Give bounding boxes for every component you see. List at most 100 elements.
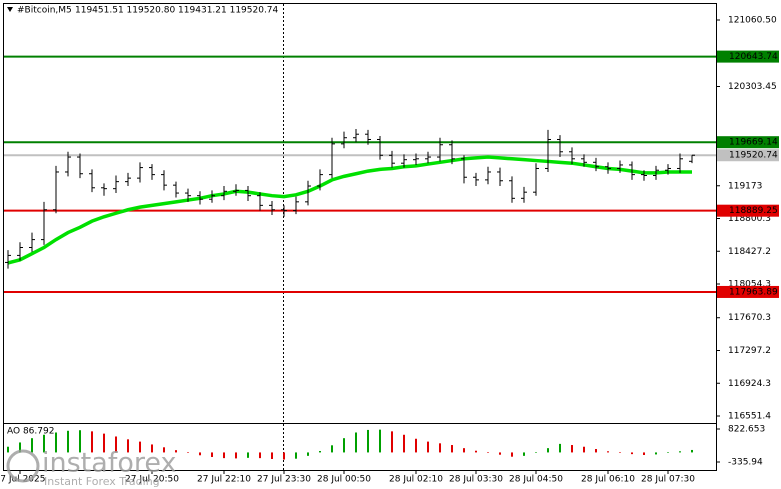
ao-bar [127, 439, 129, 453]
y-tick-label: 121060.50 [728, 16, 777, 26]
ao-bar [367, 429, 369, 453]
y-tick-label: 119173 [728, 181, 762, 191]
level-label: 117963.89 [729, 287, 778, 297]
ao-bar [607, 451, 609, 453]
tagline: Instant Forex Trading [44, 475, 160, 488]
ao-title: AO 86.792 [7, 427, 54, 437]
ao-bar [247, 452, 249, 458]
watermark: instaforex Instant Forex Trading [6, 448, 176, 488]
ao-bar [595, 449, 597, 453]
y-tick-label: 116924.3 [728, 379, 771, 389]
plot-frame [3, 3, 717, 471]
ao-bar [79, 430, 81, 453]
y-tick-label: 117297.2 [728, 346, 771, 356]
y-tick-label: 118800.3 [728, 214, 771, 224]
level-tag [717, 149, 779, 162]
ao-bar [103, 433, 105, 453]
ao-bar [7, 446, 9, 453]
ao-bar [619, 452, 621, 453]
x-tick-label: 28 Jul 04:50 [509, 475, 563, 485]
ao-bar [451, 445, 453, 453]
level-label: 118889.25 [729, 206, 778, 216]
ao-bar [91, 431, 93, 453]
ao-bar [259, 452, 261, 459]
ao-bar [487, 452, 489, 453]
menu-icon [7, 7, 13, 12]
y-tick-label: 118054.3 [728, 280, 771, 290]
ao-bar [511, 452, 513, 457]
x-tick-label: 27 Jul 23:30 [257, 475, 311, 485]
brand: instaforex [42, 448, 176, 479]
ao-bar [475, 450, 477, 453]
ohlc-label: 119451.51 119520.80 119431.21 119520.74 [75, 6, 279, 16]
ao-bar [163, 447, 165, 453]
y-tick-label: 117670.3 [728, 313, 771, 323]
y-tick-label: 116551.4 [728, 412, 771, 422]
ao-bar [535, 452, 537, 453]
ao-bar [307, 452, 309, 456]
ao-bar [499, 452, 501, 455]
level-tag [717, 204, 779, 217]
ao-bar [151, 444, 153, 453]
level-label: 120643.74 [729, 52, 778, 62]
ao-bar [235, 452, 237, 459]
ao-bar [379, 429, 381, 453]
ao-bar [355, 432, 357, 453]
ao-bar [271, 452, 273, 459]
ao-bar [415, 438, 417, 453]
ao-bar [115, 436, 117, 453]
ao-bar [391, 431, 393, 453]
ao-bar [643, 452, 645, 455]
ao-bar [547, 448, 549, 453]
level-tag [717, 285, 779, 298]
ao-bar [427, 441, 429, 453]
ao-tick-label: 822.653 [728, 424, 765, 434]
ao-bar [631, 452, 633, 455]
x-tick-label: 27 Jul 22:10 [197, 475, 251, 485]
ao-bar [403, 434, 405, 453]
x-tick-label: 28 Jul 02:10 [389, 475, 443, 485]
ao-bar [667, 452, 669, 453]
ao-bar [175, 450, 177, 453]
ao-bar [211, 452, 213, 457]
level-label: 119669.14 [729, 138, 778, 148]
level-tag [717, 136, 779, 149]
ao-bar [331, 445, 333, 453]
ao-bar [343, 438, 345, 453]
y-tick-label: 120303.45 [728, 82, 777, 92]
level-label: 119520.74 [729, 151, 778, 161]
ao-bar [559, 443, 561, 453]
ao-bar [199, 452, 201, 456]
chart-title: #Bitcoin,M5 [17, 6, 72, 16]
ao-bar [19, 442, 21, 453]
ao-bar [691, 449, 693, 453]
ao-bar [55, 432, 57, 453]
ao-bar [187, 452, 189, 453]
y-tick-label: 118427.2 [728, 247, 771, 257]
ao-bar [523, 452, 525, 456]
ao-bar [31, 438, 33, 453]
x-tick-label: 28 Jul 03:30 [449, 475, 503, 485]
ao-bar [319, 451, 321, 453]
ao-bar [295, 452, 297, 459]
ao-bar [583, 446, 585, 453]
x-tick-label: 28 Jul 06:10 [581, 475, 635, 485]
ao-bar [679, 451, 681, 453]
level-tag [717, 50, 779, 63]
ao-bar [67, 430, 69, 453]
ao-bar [571, 445, 573, 453]
moving-average [7, 155, 692, 265]
ao-bar [283, 452, 285, 460]
ao-bar [223, 452, 225, 459]
ao-bar [43, 434, 45, 453]
ao-bar [463, 448, 465, 453]
ao-tick-label: -335.94 [728, 457, 763, 467]
x-tick-label: 28 Jul 07:30 [641, 475, 695, 485]
ao-bar [139, 441, 141, 453]
logo-icon [6, 449, 40, 483]
x-tick-label: 27 Jul 20:50 [125, 475, 179, 485]
x-tick-label: 28 Jul 00:50 [317, 475, 371, 485]
ao-bar [655, 452, 657, 455]
